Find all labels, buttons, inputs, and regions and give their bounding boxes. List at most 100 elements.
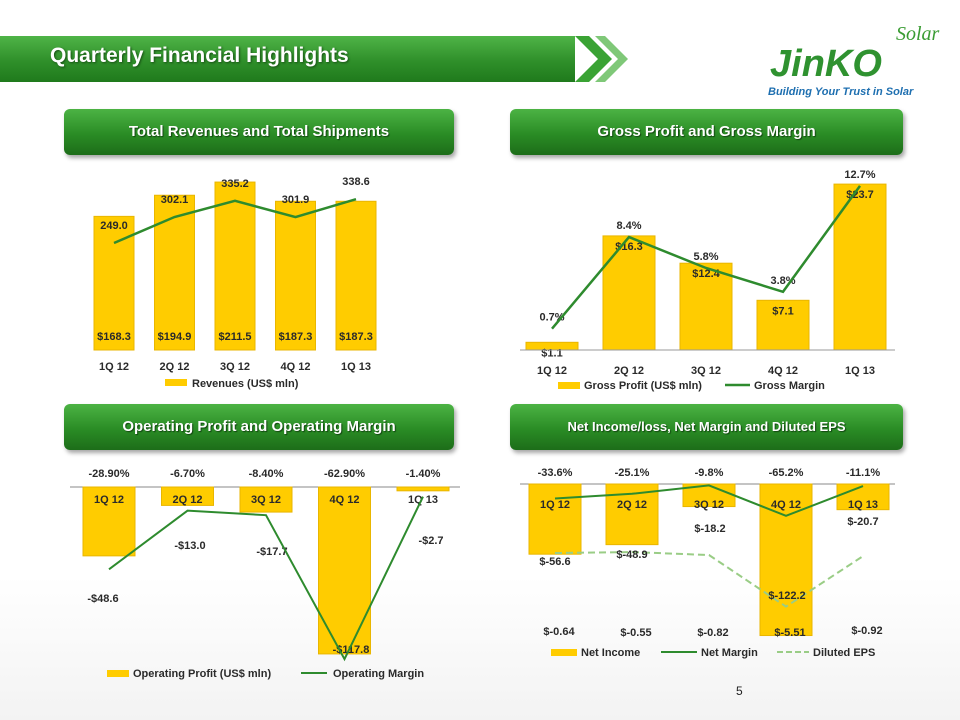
line-value-label: -65.2%: [769, 467, 804, 479]
net-income-chart: 1Q 12 -33.6% 2Q 12 -25.1% 3Q 12 -9.8% 4Q 12 -65…: [520, 467, 895, 659]
bar: [836, 483, 890, 511]
bar: [528, 483, 582, 555]
line-value-label: 12.7%: [844, 169, 875, 181]
legend-swatch: [551, 649, 577, 656]
title-bar: [0, 36, 575, 82]
x-tick-label: 1Q 12: [94, 494, 124, 506]
bar-value-label: $1.1: [541, 347, 562, 359]
section-header-net: Net Income/loss, Net Margin and Diluted …: [510, 404, 903, 450]
bar-value-label: -$2.7: [418, 535, 443, 547]
bar-value-label: $-18.2: [694, 523, 725, 535]
x-tick-label: 2Q 12: [160, 361, 190, 373]
section-header-revenues: Total Revenues and Total Shipments: [64, 109, 454, 155]
x-tick-label: 2Q 12: [614, 365, 644, 377]
x-tick-label: 4Q 12: [330, 494, 360, 506]
series-line: [113, 197, 357, 245]
x-tick-label: 2Q 12: [617, 499, 647, 511]
x-tick-label: 1Q 13: [408, 494, 438, 506]
bar-value-label: $187.3: [339, 331, 373, 343]
line-value-label: 338.6: [342, 176, 370, 188]
line-value-label: 5.8%: [693, 251, 718, 263]
margin-line: [554, 484, 864, 517]
bar: [756, 299, 810, 351]
bar-value-label: -$48.6: [87, 593, 118, 605]
bar-value-label: $187.3: [279, 331, 313, 343]
eps-value-label: $-0.82: [697, 627, 728, 639]
bar: [679, 262, 733, 351]
x-tick-label: 1Q 13: [848, 499, 878, 511]
logo-script: Solar: [896, 23, 940, 45]
bar-value-label: $-48.9: [616, 549, 647, 561]
bar: [335, 200, 377, 351]
legend-label: Net Income: [581, 647, 640, 659]
bar-value-label: $-122.2: [768, 590, 805, 602]
x-tick-label: 1Q 12: [540, 499, 570, 511]
line-value-label: -8.40%: [249, 468, 284, 480]
line-value-label: -9.8%: [695, 467, 724, 479]
x-tick-label: 2Q 12: [173, 494, 203, 506]
bar-value-label: -$13.0: [174, 540, 205, 552]
bar: [82, 486, 136, 557]
x-tick-label: 4Q 12: [771, 499, 801, 511]
series-line: [551, 185, 862, 330]
x-tick-label: 3Q 12: [251, 494, 281, 506]
line-value-label: -28.90%: [89, 468, 130, 480]
legend-label: Revenues (US$ mln): [192, 378, 299, 390]
line-value-label: -11.1%: [846, 467, 880, 479]
line-value-label: -33.6%: [538, 467, 573, 479]
legend-swatch: [107, 670, 129, 677]
legend-swatch: [165, 379, 187, 386]
bar: [396, 486, 450, 492]
line-value-label: 301.9: [282, 194, 310, 206]
line-value-label: -62.90%: [324, 468, 365, 480]
bar-value-label: $211.5: [218, 331, 251, 343]
legend-label: Gross Margin: [754, 380, 825, 392]
bar: [154, 194, 195, 351]
page-number: 5: [736, 684, 743, 698]
line-value-label: -25.1%: [615, 467, 650, 479]
line-value-label: 302.1: [161, 194, 189, 206]
x-tick-label: 4Q 12: [281, 361, 311, 373]
eps-value-label: $-5.51: [774, 627, 805, 639]
bar: [214, 181, 256, 351]
line-value-label: 335.2: [221, 178, 249, 190]
logo-word: JinKO: [770, 43, 882, 85]
x-tick-label: 1Q 13: [845, 365, 875, 377]
line-value-label: 8.4%: [616, 220, 641, 232]
x-tick-label: 4Q 12: [768, 365, 798, 377]
bar-value-label: $-56.6: [539, 556, 570, 568]
x-tick-label: 1Q 12: [99, 361, 129, 373]
legend-label: Gross Profit (US$ mln): [584, 380, 702, 392]
jinko-solar-logo: Solar JinKO Building Your Trust in Solar: [768, 23, 940, 98]
eps-value-label: $-0.92: [851, 625, 882, 637]
bar-value-label: -$17.7: [256, 546, 287, 558]
operating-profit-chart: 1Q 12 -28.90% 2Q 12 -6.70% 3Q 12 -8.40% 4Q 12 -…: [70, 468, 460, 680]
bar-value-label: $168.3: [97, 331, 131, 343]
bar-value-label: $-20.7: [847, 516, 878, 528]
bar-value-label: $194.9: [158, 331, 192, 343]
legend-label: Net Margin: [701, 647, 758, 659]
chevron-arrows-icon: [575, 36, 628, 82]
bar: [161, 486, 214, 506]
series-line: [108, 496, 424, 662]
x-tick-label: 3Q 12: [691, 365, 721, 377]
page-title: Quarterly Financial Highlights: [50, 44, 349, 67]
bar-value-label: $23.7: [846, 189, 874, 201]
eps-value-label: $-0.64: [543, 626, 575, 638]
bar-value-label: $7.1: [772, 305, 793, 317]
eps-value-label: $-0.55: [620, 627, 651, 639]
revenue-chart: $168.3 1Q 12 249.0 $194.9 2Q 12 302.1 $211.5 3Q…: [93, 176, 377, 390]
bar: [602, 235, 656, 351]
gross-profit-chart: $1.11Q 120.7%$16.32Q 128.4%$12.43Q 125.8…: [520, 169, 895, 392]
bar: [318, 486, 371, 655]
logo-tagline: Building Your Trust in Solar: [768, 86, 914, 98]
legend-label: Operating Margin: [333, 668, 424, 680]
x-tick-label: 1Q 12: [537, 365, 567, 377]
x-tick-label: 3Q 12: [220, 361, 250, 373]
line-value-label: -1.40%: [406, 468, 441, 480]
legend-label: Operating Profit (US$ mln): [133, 668, 271, 680]
eps-line: [554, 551, 864, 608]
legend-label: Diluted EPS: [813, 647, 875, 659]
x-tick-label: 3Q 12: [694, 499, 724, 511]
bar: [239, 486, 293, 513]
